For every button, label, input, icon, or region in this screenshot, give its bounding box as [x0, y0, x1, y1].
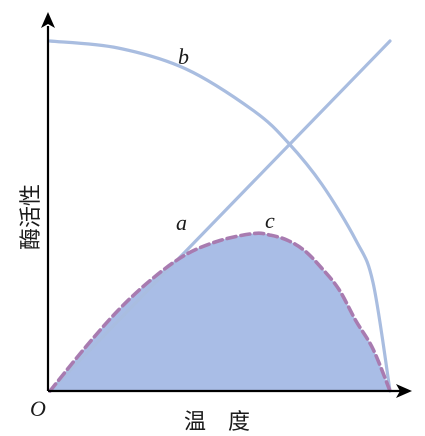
series-label-c: c	[265, 208, 275, 233]
x-axis-arrow	[396, 384, 412, 398]
series-label-a: a	[176, 210, 187, 235]
line-layer	[48, 39, 392, 393]
origin-label: O	[30, 396, 46, 421]
series-label-b: b	[178, 44, 189, 69]
fill-layer	[50, 233, 390, 391]
y-axis-arrow	[41, 12, 55, 28]
series-b-line	[48, 39, 392, 393]
x-axis-title: 温 度	[184, 410, 250, 435]
series-a-line	[48, 39, 392, 393]
y-axis-title: 酶活性	[19, 184, 44, 250]
series-c-line	[48, 231, 392, 393]
series-c-area	[50, 233, 390, 391]
